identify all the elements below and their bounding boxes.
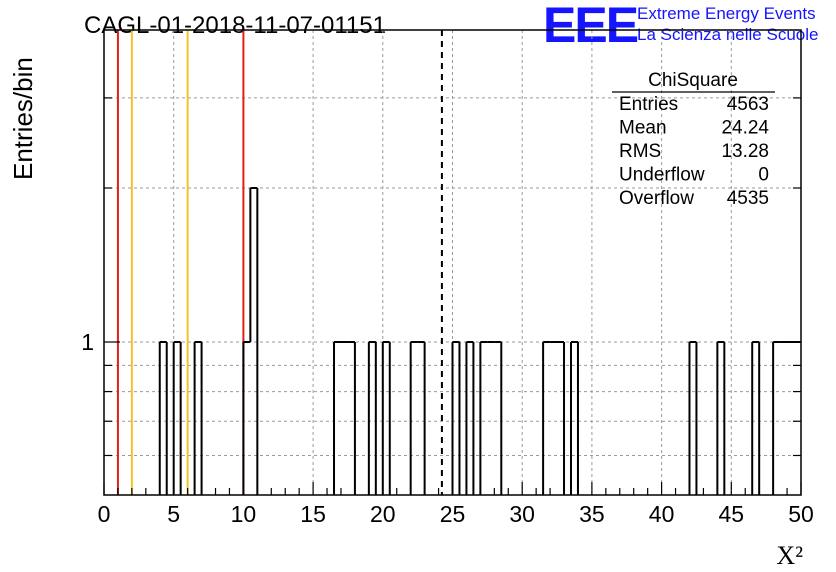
logo-line-2: La Scienza nelle Scuole [637,25,818,44]
x-tick-label: 10 [231,501,257,527]
logo-line-1: Extreme Energy Events [637,4,816,23]
x-tick-label: 5 [167,501,180,527]
y-axis-ticks: 1 [81,97,801,457]
stats-row-value: 4563 [727,94,769,115]
stats-row-label: Mean [619,118,667,139]
x-tick-label: 50 [788,501,814,527]
stats-box: ChiSquare Entries 4563 Mean 24.24 RMS 13.28 Un… [612,70,775,209]
x-axis-ticks: 0 5 10 15 20 25 30 35 40 45 50 [98,482,814,527]
stats-row-label: Entries [619,94,678,115]
chart-title: CAGL-01-2018-11-07-01151 [84,12,386,39]
stats-title: ChiSquare [648,70,738,91]
x-tick-label: 45 [719,501,745,527]
x-tick-label: 25 [440,501,466,527]
histogram-bins [158,187,801,495]
stats-row-label: RMS [619,141,661,162]
stats-row-value: 0 [758,165,769,186]
y-axis-label: Entries/bin [8,57,38,180]
stats-row-value: 13.28 [721,141,769,162]
x-axis-label: X² [776,541,803,570]
x-tick-label: 20 [370,501,396,527]
x-tick-label: 40 [649,501,675,527]
stats-rows: Entries 4563 Mean 24.24 RMS 13.28 Underflow 0 Ov… [619,94,769,209]
logo-mark: EEE [543,0,638,53]
stats-row-label: Overflow [619,188,694,209]
x-tick-label: 0 [98,501,111,527]
x-tick-label: 35 [579,501,605,527]
x-tick-label: 15 [300,501,326,527]
eee-logo: EEE Extreme Energy Events La Scienza nel… [543,0,818,53]
stats-row-value: 4535 [727,188,769,209]
stats-row-label: Underflow [619,165,705,186]
x-tick-label: 30 [509,501,535,527]
y-tick-label: 1 [81,329,94,355]
stats-row-value: 24.24 [721,118,769,139]
